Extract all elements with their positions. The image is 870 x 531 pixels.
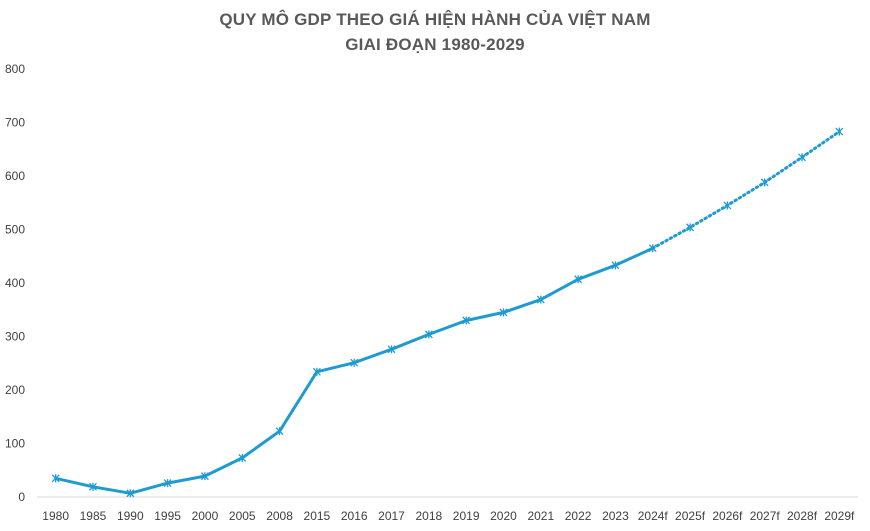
- data-point-marker: [163, 479, 172, 488]
- x-tick-label: 2015: [304, 509, 331, 523]
- data-point-marker: [126, 489, 135, 498]
- x-tick-label: 2021: [527, 509, 554, 523]
- data-point-marker: [611, 261, 620, 270]
- x-tick-label: 2017: [378, 509, 405, 523]
- actual-series-line: [54, 246, 655, 495]
- y-tick-label: 700: [5, 116, 25, 130]
- data-point-marker: [275, 427, 284, 436]
- x-tick-label: 2019: [453, 509, 480, 523]
- y-tick-label: 400: [5, 276, 25, 290]
- series-markers: [51, 127, 844, 498]
- x-tick-label: 1990: [117, 509, 144, 523]
- y-tick-label: 100: [5, 437, 25, 451]
- x-tick-label: 2025f: [675, 509, 706, 523]
- y-tick-label: 500: [5, 223, 25, 237]
- data-point-marker: [312, 367, 321, 376]
- series-lines: [54, 130, 841, 495]
- forecast-series-line: [651, 130, 841, 250]
- data-point-marker: [536, 295, 545, 304]
- x-tick-label: 2022: [565, 509, 592, 523]
- data-point-marker: [723, 201, 732, 210]
- data-point-marker: [350, 358, 359, 367]
- x-tick-label: 1980: [42, 509, 69, 523]
- x-tick-label: 2020: [490, 509, 517, 523]
- chart-title: QUY MÔ GDP THEO GIÁ HIỆN HÀNH CỦA VIỆT N…: [219, 10, 651, 29]
- x-tick-label: 2008: [266, 509, 293, 523]
- x-tick-label: 2018: [415, 509, 442, 523]
- data-point-marker: [424, 330, 433, 339]
- x-tick-label: 2028f: [787, 509, 818, 523]
- x-tick-label: 2000: [192, 509, 219, 523]
- data-point-marker: [51, 474, 60, 483]
- x-tick-label: 1985: [80, 509, 107, 523]
- data-point-marker: [499, 308, 508, 317]
- y-tick-label: 800: [5, 62, 25, 76]
- chart-subtitle: GIAI ĐOẠN 1980-2029: [345, 35, 525, 54]
- data-point-marker: [798, 153, 806, 162]
- x-tick-label: 2024f: [638, 509, 669, 523]
- x-tick-label: 2016: [341, 509, 368, 523]
- x-tick-label: 2005: [229, 509, 256, 523]
- data-point-marker: [462, 316, 471, 325]
- x-tick-label: 2027f: [750, 509, 781, 523]
- y-tick-label: 600: [5, 169, 25, 183]
- data-point-marker: [686, 223, 695, 232]
- data-point-marker: [760, 178, 769, 187]
- data-point-marker: [648, 244, 657, 253]
- x-tick-label: 1995: [154, 509, 181, 523]
- data-point-marker: [835, 127, 844, 136]
- x-tick-label: 2023: [602, 509, 629, 523]
- y-axis-ticks: 0 100 200 300 400 500 600 700 800: [5, 62, 25, 504]
- x-axis-ticks: 1980 1985 1990 1995 2000 2005 2008 2015 2016 2017…: [42, 509, 855, 523]
- y-tick-label: 300: [5, 330, 25, 344]
- data-point-marker: [574, 275, 583, 284]
- data-point-marker: [387, 345, 396, 354]
- y-tick-label: 0: [18, 490, 25, 504]
- x-tick-label: 2029f: [824, 509, 855, 523]
- data-point-marker: [200, 472, 209, 481]
- x-tick-label: 2026f: [712, 509, 743, 523]
- data-point-marker: [89, 482, 97, 491]
- y-tick-label: 200: [5, 383, 25, 397]
- data-point-marker: [238, 453, 247, 462]
